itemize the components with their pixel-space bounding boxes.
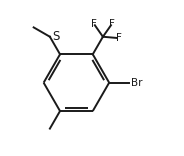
Text: F: F	[91, 19, 97, 29]
Text: F: F	[109, 19, 115, 29]
Text: F: F	[116, 33, 122, 43]
Text: Br: Br	[131, 78, 143, 88]
Text: S: S	[52, 30, 59, 43]
